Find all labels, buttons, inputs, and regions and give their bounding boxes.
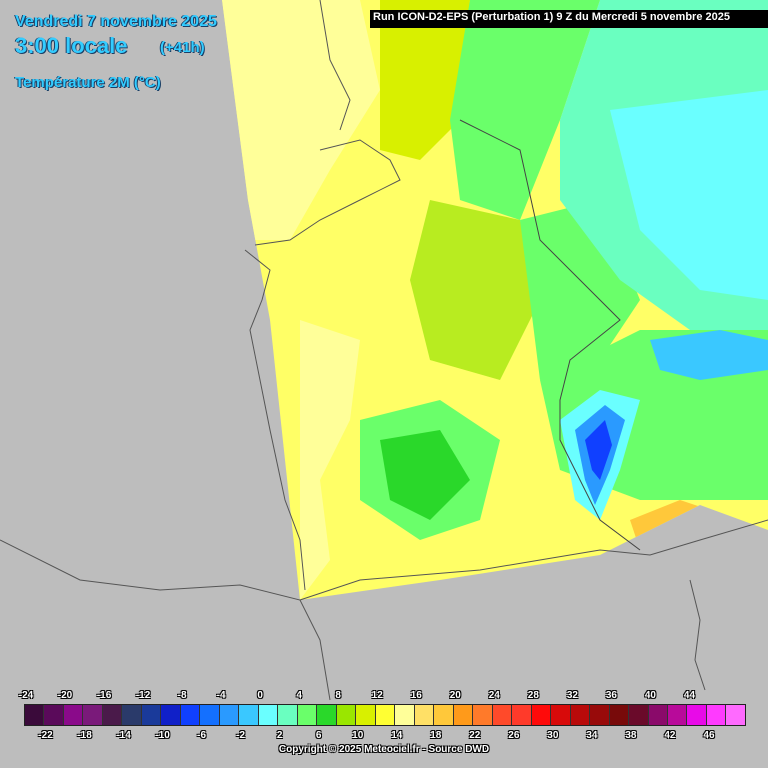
- legend-label-bottom: -18: [77, 730, 92, 741]
- legend-label-top: 0: [257, 690, 263, 701]
- color-legend: [24, 704, 746, 726]
- legend-label-bottom: -2: [236, 730, 246, 741]
- run-info-text: Run ICON-D2-EPS (Perturbation 1) 9 Z du …: [373, 11, 730, 23]
- legend-swatch: [667, 705, 688, 725]
- legend-label-top: 44: [683, 690, 696, 701]
- legend-label-top: -8: [177, 690, 187, 701]
- legend-swatch: [473, 705, 493, 725]
- legend-label-bottom: 42: [664, 730, 676, 741]
- legend-swatch: [278, 705, 298, 725]
- legend-label-bottom: 18: [430, 730, 442, 741]
- legend-label-top: -24: [18, 690, 34, 701]
- legend-label-top: 24: [488, 690, 500, 701]
- legend-swatch: [102, 705, 123, 725]
- coastline: [299, 519, 768, 601]
- legend-label-top: 4: [296, 690, 302, 701]
- legend-swatch: [83, 705, 103, 725]
- legend-swatch: [122, 705, 142, 725]
- legend-swatch: [590, 705, 610, 725]
- coastline: [244, 249, 306, 591]
- legend-swatch: [648, 705, 668, 725]
- coastline: [0, 539, 331, 701]
- coastline: [254, 139, 401, 246]
- legend-swatch: [726, 705, 745, 725]
- legend-label-top: 8: [335, 690, 341, 701]
- legend-swatch: [531, 705, 552, 725]
- legend-swatch: [512, 705, 532, 725]
- parameter-title: Température 2M (°C): [15, 74, 161, 91]
- copyright-text: Copyright © 2025 Meteociel.fr - Source D…: [278, 744, 490, 755]
- legend-label-bottom: 10: [352, 730, 364, 741]
- legend-swatch: [570, 705, 591, 725]
- legend-label-top: 16: [410, 690, 422, 701]
- coastline: [319, 0, 351, 131]
- legend-swatch: [317, 705, 337, 725]
- legend-label-top: 12: [371, 690, 383, 701]
- legend-label-top: 28: [527, 690, 539, 701]
- legend-swatch: [297, 705, 318, 725]
- legend-label-top: 20: [449, 690, 461, 701]
- legend-swatch: [141, 705, 162, 725]
- legend-label-bottom: -14: [116, 730, 131, 741]
- run-info-bar: [370, 10, 768, 28]
- legend-swatch: [44, 705, 64, 725]
- legend-label-top: 32: [566, 690, 578, 701]
- legend-swatch: [706, 705, 727, 725]
- forecast-date: Vendredi 7 novembre 2025: [15, 13, 217, 30]
- legend-swatch: [336, 705, 357, 725]
- legend-label-bottom: 2: [276, 730, 283, 741]
- legend-swatch: [200, 705, 220, 725]
- legend-label-top: -16: [96, 690, 112, 701]
- legend-swatch: [180, 705, 201, 725]
- legend-label-top: -4: [216, 690, 226, 701]
- forecast-lead-time: (+41h): [160, 39, 205, 56]
- legend-label-bottom: 22: [469, 730, 481, 741]
- legend-swatch: [629, 705, 649, 725]
- legend-swatch: [687, 705, 707, 725]
- legend-label-top: 40: [644, 690, 656, 701]
- legend-swatch: [161, 705, 181, 725]
- legend-swatch: [434, 705, 454, 725]
- legend-swatch: [551, 705, 571, 725]
- legend-label-bottom: 46: [703, 730, 715, 741]
- forecast-time: 3:00 locale: [15, 33, 128, 58]
- legend-swatch: [258, 705, 279, 725]
- legend-swatch: [395, 705, 415, 725]
- legend-label-top: -12: [135, 690, 151, 701]
- legend-label-bottom: -22: [38, 730, 53, 741]
- legend-swatch: [239, 705, 259, 725]
- legend-label-bottom: 26: [508, 730, 520, 741]
- legend-label-bottom: 38: [625, 730, 637, 741]
- legend-swatch: [609, 705, 630, 725]
- legend-swatch: [356, 705, 376, 725]
- coastline: [689, 579, 706, 691]
- legend-label-bottom: 30: [547, 730, 559, 741]
- legend-label-bottom: 34: [586, 730, 598, 741]
- legend-swatch: [492, 705, 513, 725]
- legend-swatch: [219, 705, 240, 725]
- legend-label-bottom: 14: [391, 730, 403, 741]
- legend-swatch: [375, 705, 396, 725]
- legend-label-top: 36: [605, 690, 617, 701]
- legend-swatch: [453, 705, 474, 725]
- legend-swatch: [414, 705, 435, 725]
- border: [459, 119, 641, 551]
- legend-label-bottom: -6: [197, 730, 207, 741]
- legend-label-bottom: 6: [315, 730, 322, 741]
- legend-swatch: [25, 705, 45, 725]
- legend-label-top: -20: [57, 690, 73, 701]
- legend-label-bottom: -10: [155, 730, 170, 741]
- legend-swatch: [63, 705, 84, 725]
